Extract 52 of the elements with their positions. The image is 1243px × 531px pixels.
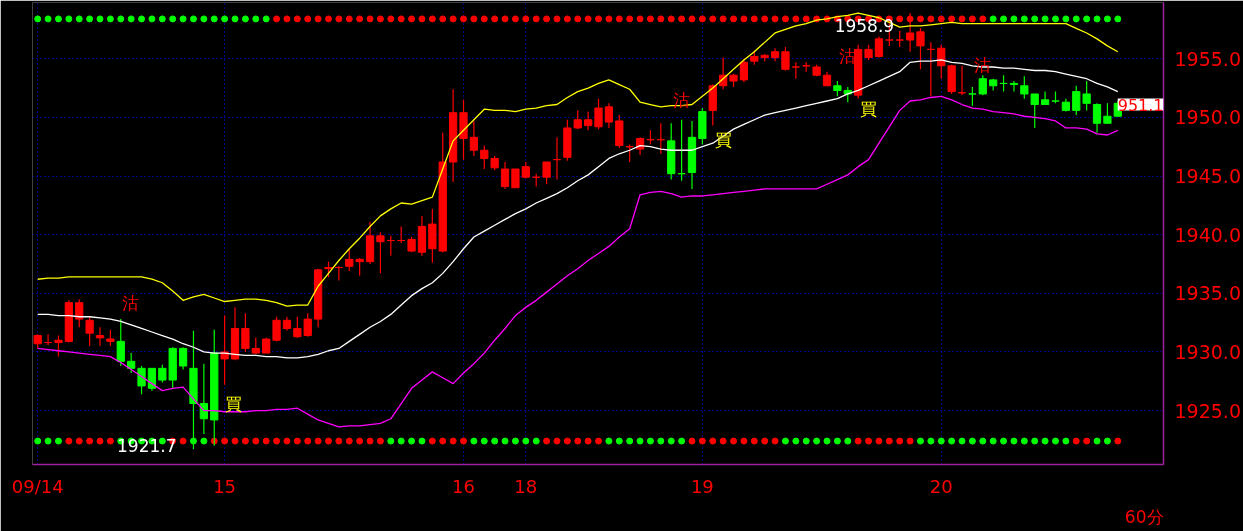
candlestick: [500, 161, 510, 190]
candlestick: [594, 98, 603, 130]
candlestick: [220, 314, 229, 386]
candlestick: [584, 110, 593, 131]
x-tick-label: 09/14: [11, 475, 64, 497]
y-tick-label: 1955.0: [1174, 47, 1241, 70]
candlestick: [968, 86, 977, 107]
annotation: 買: [225, 393, 243, 414]
candlestick: [376, 231, 385, 274]
candlestick: [272, 316, 281, 342]
text: 60分: [1124, 506, 1164, 527]
x-tick-label: 16: [452, 475, 475, 497]
candlestick: [937, 44, 946, 80]
candlestick: [604, 102, 614, 129]
y-tick-label: 1930.0: [1174, 340, 1241, 363]
candlestick: [781, 46, 790, 72]
candlestick: [147, 367, 157, 392]
x-tick-label: 15: [213, 475, 237, 497]
candlestick: [85, 316, 94, 347]
candlestick: [469, 120, 479, 157]
candlestick: [511, 168, 520, 189]
annotation: 沽: [673, 89, 691, 110]
candlestick: [542, 161, 551, 185]
candlestick: [178, 346, 188, 371]
candlestick: [116, 318, 125, 367]
y-tick-label: 1935.0: [1174, 282, 1241, 305]
candlestick: [1103, 102, 1112, 124]
candlestick: [1020, 75, 1029, 100]
candlestick: [916, 27, 925, 70]
annotation: 951.1: [1117, 95, 1164, 115]
candlestick: [75, 298, 84, 328]
annotation: 沽: [839, 46, 857, 67]
candlestick: [1009, 80, 1019, 93]
candlestick: [137, 365, 146, 395]
annotation: 沽: [121, 292, 139, 313]
x-tick-label: 20: [929, 475, 953, 497]
candlestick: [1092, 102, 1102, 134]
y-tick-label: 1945.0: [1174, 165, 1241, 188]
candlestick: [739, 58, 749, 83]
candlestick: [54, 334, 63, 358]
y-tick-label: 1925.0: [1174, 399, 1241, 422]
candlestick: [95, 326, 105, 347]
x-tick-label: 18: [514, 475, 538, 497]
y-tick-label: 1940.0: [1174, 223, 1241, 246]
annotation: 買: [860, 99, 878, 120]
candlestick: [1040, 91, 1050, 106]
candlestick: [1030, 93, 1039, 129]
y-tick-label: 1950.0: [1174, 106, 1241, 129]
annotation: 買: [714, 129, 732, 150]
candlestick: [874, 35, 884, 59]
x-tick-label: 19: [690, 475, 714, 497]
candlestick: [241, 312, 250, 353]
